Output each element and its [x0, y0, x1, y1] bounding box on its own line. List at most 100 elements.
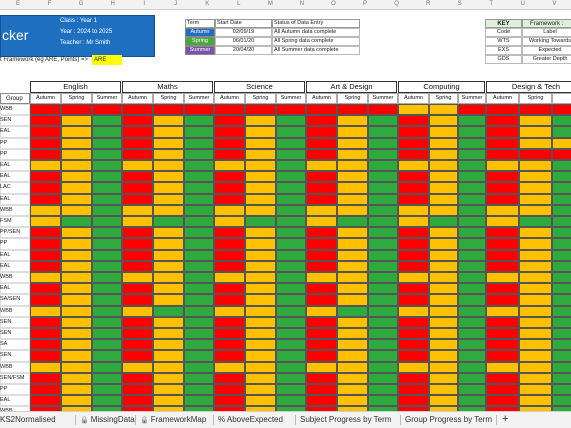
grade-cell[interactable] [30, 249, 61, 261]
grade-cell[interactable] [153, 104, 184, 116]
grade-cell[interactable] [458, 115, 486, 127]
grade-cell[interactable] [245, 294, 276, 306]
grade-cell[interactable] [398, 350, 429, 362]
group-cell[interactable] [0, 182, 30, 194]
grade-cell[interactable] [214, 126, 245, 138]
grade-cell[interactable] [30, 171, 61, 183]
grade-cell[interactable] [276, 316, 306, 328]
grade-cell[interactable] [552, 339, 571, 351]
grade-cell[interactable] [61, 272, 92, 284]
group-cell[interactable] [0, 350, 30, 362]
grade-cell[interactable] [92, 384, 122, 396]
grade-cell[interactable] [245, 316, 276, 328]
grade-cell[interactable] [214, 104, 245, 116]
grade-cell[interactable] [122, 193, 153, 205]
grade-cell[interactable] [552, 227, 571, 239]
column-letter[interactable]: J [174, 1, 178, 7]
grade-cell[interactable] [306, 272, 337, 284]
grade-cell[interactable] [122, 372, 153, 384]
grade-cell[interactable] [122, 238, 153, 250]
grade-cell[interactable] [184, 294, 214, 306]
grade-cell[interactable] [519, 305, 552, 317]
grade-cell[interactable] [486, 372, 519, 384]
grade-cell[interactable] [61, 350, 92, 362]
sheet-tab[interactable]: 🔒 MissingData [80, 415, 135, 424]
grade-cell[interactable] [368, 316, 398, 328]
grade-cell[interactable] [61, 294, 92, 306]
grade-cell[interactable] [429, 372, 458, 384]
column-letter[interactable]: G [78, 1, 84, 7]
grade-cell[interactable] [245, 406, 276, 411]
grade-cell[interactable] [306, 283, 337, 295]
grade-cell[interactable] [519, 384, 552, 396]
grade-cell[interactable] [184, 115, 214, 127]
grade-cell[interactable] [214, 350, 245, 362]
grade-cell[interactable] [61, 216, 92, 228]
grade-cell[interactable] [337, 395, 368, 407]
grade-cell[interactable] [214, 238, 245, 250]
grade-cell[interactable] [519, 339, 552, 351]
grade-cell[interactable] [306, 160, 337, 172]
grade-cell[interactable] [486, 137, 519, 149]
grade-cell[interactable] [184, 171, 214, 183]
grade-cell[interactable] [552, 406, 571, 411]
group-cell[interactable] [0, 216, 30, 228]
grade-cell[interactable] [153, 126, 184, 138]
grade-cell[interactable] [214, 316, 245, 328]
grade-cell[interactable] [276, 216, 306, 228]
grade-cell[interactable] [245, 137, 276, 149]
grade-cell[interactable] [552, 137, 571, 149]
grade-cell[interactable] [306, 305, 337, 317]
grade-cell[interactable] [458, 350, 486, 362]
column-letter[interactable]: F [47, 1, 52, 7]
grade-cell[interactable] [30, 350, 61, 362]
grade-cell[interactable] [486, 350, 519, 362]
grade-cell[interactable] [519, 361, 552, 373]
grade-cell[interactable] [184, 361, 214, 373]
grade-cell[interactable] [153, 372, 184, 384]
grade-cell[interactable] [122, 137, 153, 149]
grade-cell[interactable] [486, 171, 519, 183]
grade-cell[interactable] [398, 316, 429, 328]
grade-cell[interactable] [368, 160, 398, 172]
grade-cell[interactable] [92, 148, 122, 160]
grade-cell[interactable] [122, 305, 153, 317]
grade-cell[interactable] [429, 406, 458, 411]
grade-cell[interactable] [184, 249, 214, 261]
grade-cell[interactable] [276, 260, 306, 272]
grade-cell[interactable] [337, 227, 368, 239]
grade-cell[interactable] [122, 148, 153, 160]
grade-cell[interactable] [30, 294, 61, 306]
grade-cell[interactable] [337, 160, 368, 172]
start-date-cell[interactable] [215, 46, 272, 55]
grade-cell[interactable] [245, 216, 276, 228]
grade-cell[interactable] [486, 238, 519, 250]
grade-cell[interactable] [306, 193, 337, 205]
grade-cell[interactable] [398, 294, 429, 306]
grade-cell[interactable] [276, 115, 306, 127]
grade-cell[interactable] [398, 182, 429, 194]
grade-cell[interactable] [337, 406, 368, 411]
grade-cell[interactable] [458, 272, 486, 284]
grade-cell[interactable] [30, 104, 61, 116]
grade-cell[interactable] [61, 148, 92, 160]
grade-cell[interactable] [306, 294, 337, 306]
grade-cell[interactable] [184, 182, 214, 194]
grade-cell[interactable] [398, 384, 429, 396]
grade-cell[interactable] [486, 126, 519, 138]
grade-cell[interactable] [458, 126, 486, 138]
grade-cell[interactable] [458, 171, 486, 183]
grade-cell[interactable] [245, 171, 276, 183]
grade-cell[interactable] [184, 395, 214, 407]
grade-cell[interactable] [398, 249, 429, 261]
grade-cell[interactable] [153, 193, 184, 205]
grade-cell[interactable] [245, 249, 276, 261]
grade-cell[interactable] [486, 384, 519, 396]
grade-cell[interactable] [214, 406, 245, 411]
grade-cell[interactable] [398, 372, 429, 384]
grade-cell[interactable] [552, 350, 571, 362]
grade-cell[interactable] [337, 350, 368, 362]
grade-cell[interactable] [552, 182, 571, 194]
column-letter[interactable]: R [425, 1, 431, 7]
grade-cell[interactable] [552, 272, 571, 284]
